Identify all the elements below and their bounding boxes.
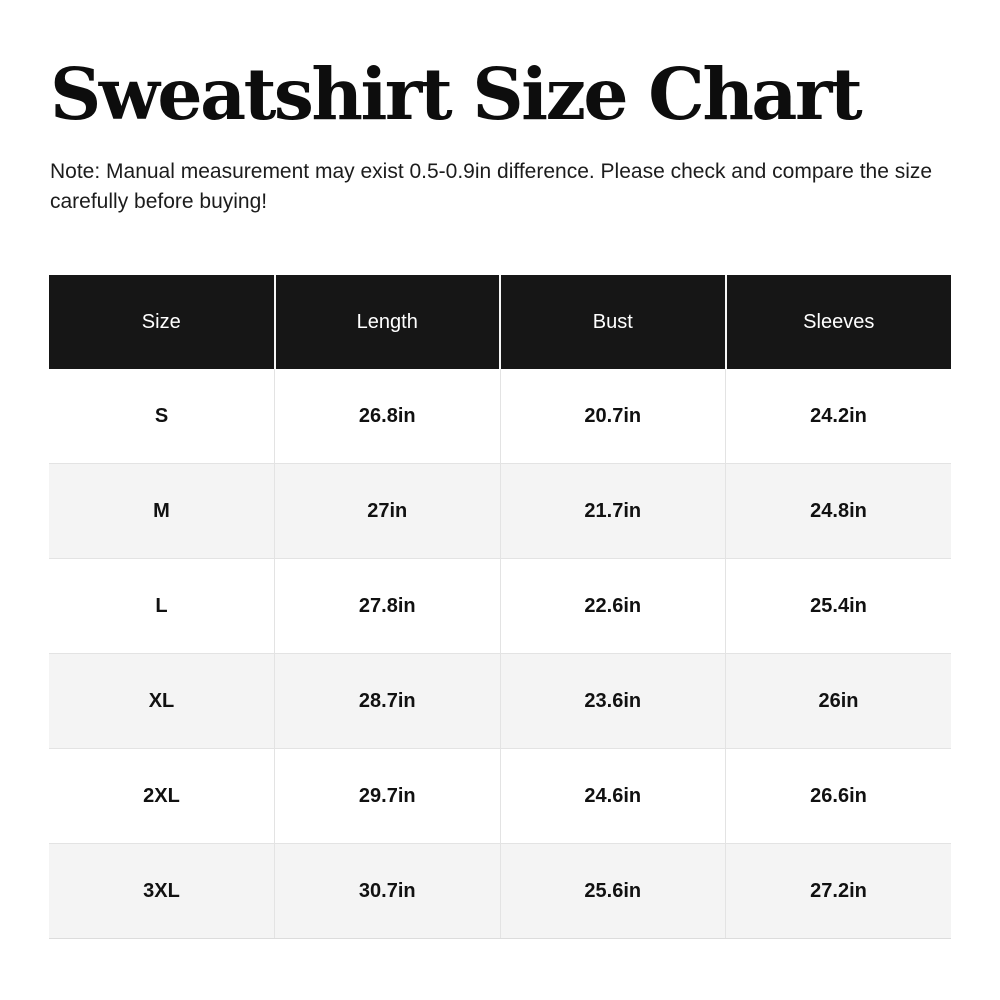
bust-cell: 21.7in xyxy=(499,463,726,560)
length-cell: 27.8in xyxy=(274,558,501,655)
bust-cell: 25.6in xyxy=(499,843,726,940)
header-row: Size Length Bust Sleeves xyxy=(49,275,951,370)
table-row-m: M 27in 21.7in 24.8in xyxy=(49,463,951,560)
note-text: Note: Manual measurement may exist 0.5-0… xyxy=(50,160,933,214)
table-body: S 26.8in 20.7in 24.2in M 27in 21.7in 24.… xyxy=(49,369,951,940)
size-cell: 2XL xyxy=(49,748,275,845)
bust-cell: 24.6in xyxy=(499,748,726,845)
table-row-xl: XL 28.7in 23.6in 26in xyxy=(49,653,951,750)
sleeves-cell: 27.2in xyxy=(725,843,951,940)
table-row-s: S 26.8in 20.7in 24.2in xyxy=(49,369,951,465)
header-cell-length: Length xyxy=(273,275,500,370)
bust-cell: 23.6in xyxy=(499,653,726,750)
size-cell: 3XL xyxy=(49,843,275,940)
sleeves-cell: 24.2in xyxy=(725,369,951,465)
bust-cell: 22.6in xyxy=(499,558,726,655)
size-cell: XL xyxy=(49,653,275,750)
length-cell: 27in xyxy=(274,463,501,560)
size-cell: S xyxy=(49,369,275,465)
bust-cell: 20.7in xyxy=(499,369,726,465)
table-row-l: L 27.8in 22.6in 25.4in xyxy=(49,558,951,655)
sleeves-cell: 24.8in xyxy=(725,463,951,560)
size-chart-table: Size Length Bust Sleeves S 26.8in 20.7in… xyxy=(49,275,951,940)
table-header: Size Length Bust Sleeves xyxy=(49,275,951,370)
length-cell: 30.7in xyxy=(274,843,501,940)
size-cell: M xyxy=(49,463,275,560)
sleeves-cell: 25.4in xyxy=(725,558,951,655)
header-cell-sleeves: Sleeves xyxy=(724,275,951,370)
size-chart-page: Sweatshirt Size Chart Note: Manual measu… xyxy=(0,53,1000,1000)
length-cell: 29.7in xyxy=(274,748,501,845)
size-cell: L xyxy=(49,558,275,655)
length-cell: 28.7in xyxy=(274,653,501,750)
table-row-3xl: 3XL 30.7in 25.6in 27.2in xyxy=(49,843,951,940)
sleeves-cell: 26in xyxy=(725,653,951,750)
header-cell-size: Size xyxy=(49,275,275,370)
page-title: Sweatshirt Size Chart xyxy=(50,52,863,136)
sleeves-cell: 26.6in xyxy=(725,748,951,845)
table-row-2xl: 2XL 29.7in 24.6in 26.6in xyxy=(49,748,951,845)
length-cell: 26.8in xyxy=(274,369,501,465)
header-cell-bust: Bust xyxy=(499,275,726,370)
